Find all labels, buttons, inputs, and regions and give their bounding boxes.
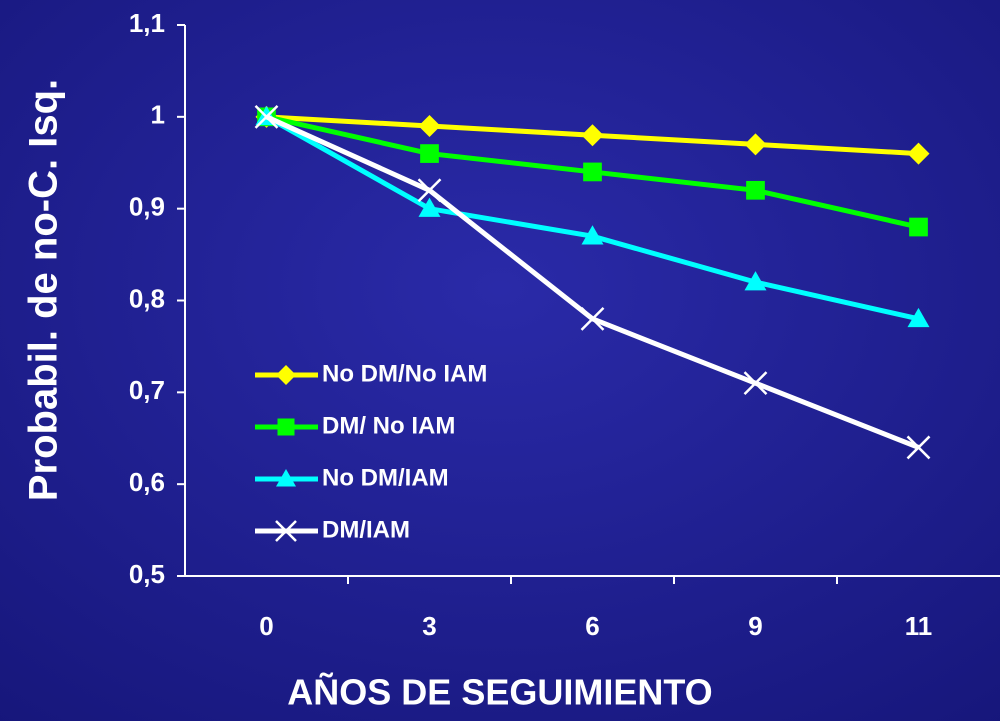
y-axis-title: Probabil. de no-C. Isq.: [22, 79, 66, 501]
data-point: [744, 133, 767, 156]
data-point: [746, 180, 765, 200]
data-point: [417, 178, 442, 203]
data-point: [581, 225, 604, 245]
legend-marker: [276, 365, 296, 385]
legend-label: No DM/IAM: [322, 464, 449, 491]
x-tick-label: 11: [905, 611, 933, 641]
y-tick-label: 1,1: [129, 8, 165, 38]
x-tick-label: 9: [748, 611, 762, 641]
data-point: [907, 307, 930, 328]
x-tick-label: 3: [422, 611, 436, 641]
data-point: [420, 144, 439, 163]
y-tick-label: 0,7: [129, 375, 165, 405]
legend-marker: [275, 520, 297, 542]
data-point: [583, 162, 602, 182]
data-point: [743, 371, 768, 396]
data-point: [744, 271, 767, 291]
x-tick-label: 6: [585, 611, 599, 641]
data-point: [907, 142, 930, 165]
y-tick-label: 0,9: [129, 192, 165, 222]
data-point: [909, 217, 928, 237]
x-axis-title: AÑOS DE SEGUIMIENTO: [287, 671, 712, 713]
y-tick-label: 1: [151, 100, 165, 130]
data-point: [581, 124, 604, 147]
data-point: [418, 197, 441, 217]
y-tick-label: 0,8: [129, 283, 165, 313]
data-point: [906, 435, 931, 460]
legend-label: DM/ No IAM: [322, 412, 455, 439]
data-point: [254, 104, 279, 129]
data-point: [418, 115, 441, 138]
y-tick-label: 0,6: [129, 467, 165, 497]
data-point: [580, 306, 605, 331]
x-tick-label: 0: [259, 611, 273, 641]
legend-label: No DM/No IAM: [322, 360, 487, 387]
legend-marker: [276, 469, 296, 487]
y-tick-label: 0,5: [129, 559, 165, 589]
legend-label: DM/IAM: [322, 516, 410, 543]
legend-marker: [277, 418, 295, 436]
